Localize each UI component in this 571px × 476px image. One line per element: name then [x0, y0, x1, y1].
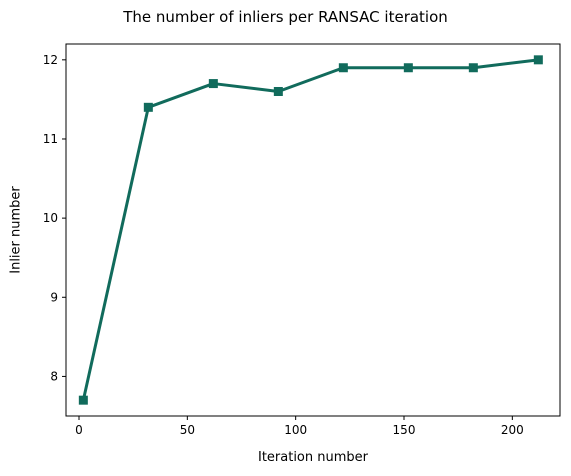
- plot-frame: [65, 43, 561, 417]
- series-line: [81, 58, 539, 401]
- y-tick-label: 10: [43, 211, 58, 225]
- data-point-marker: [533, 55, 543, 65]
- data-point-marker: [143, 102, 153, 112]
- data-point-marker: [468, 63, 478, 73]
- x-tick-label: 0: [75, 423, 83, 437]
- data-point-marker: [403, 63, 413, 73]
- x-tick-label: 50: [180, 423, 195, 437]
- series-layer: [78, 55, 543, 405]
- x-tick-label: 150: [393, 423, 416, 437]
- x-axis-label: Iteration number: [257, 450, 368, 465]
- y-tick-label: 9: [50, 290, 58, 304]
- y-tick-label: 8: [50, 369, 58, 383]
- data-point-marker: [338, 63, 348, 73]
- y-tick-label: 12: [43, 53, 58, 67]
- x-tick-label: 100: [284, 423, 307, 437]
- y-axis-label: Inlier number: [8, 186, 24, 274]
- y-tick-label: 11: [43, 132, 58, 146]
- axis-layer: 0 50 100 150 200 8 9 10 11 12: [43, 43, 561, 437]
- data-point-marker: [273, 86, 283, 96]
- data-point-marker: [208, 79, 218, 89]
- x-tick-label: 200: [501, 423, 524, 437]
- chart-title: The number of inliers per RANSAC iterati…: [123, 8, 448, 26]
- data-point-marker: [78, 395, 88, 405]
